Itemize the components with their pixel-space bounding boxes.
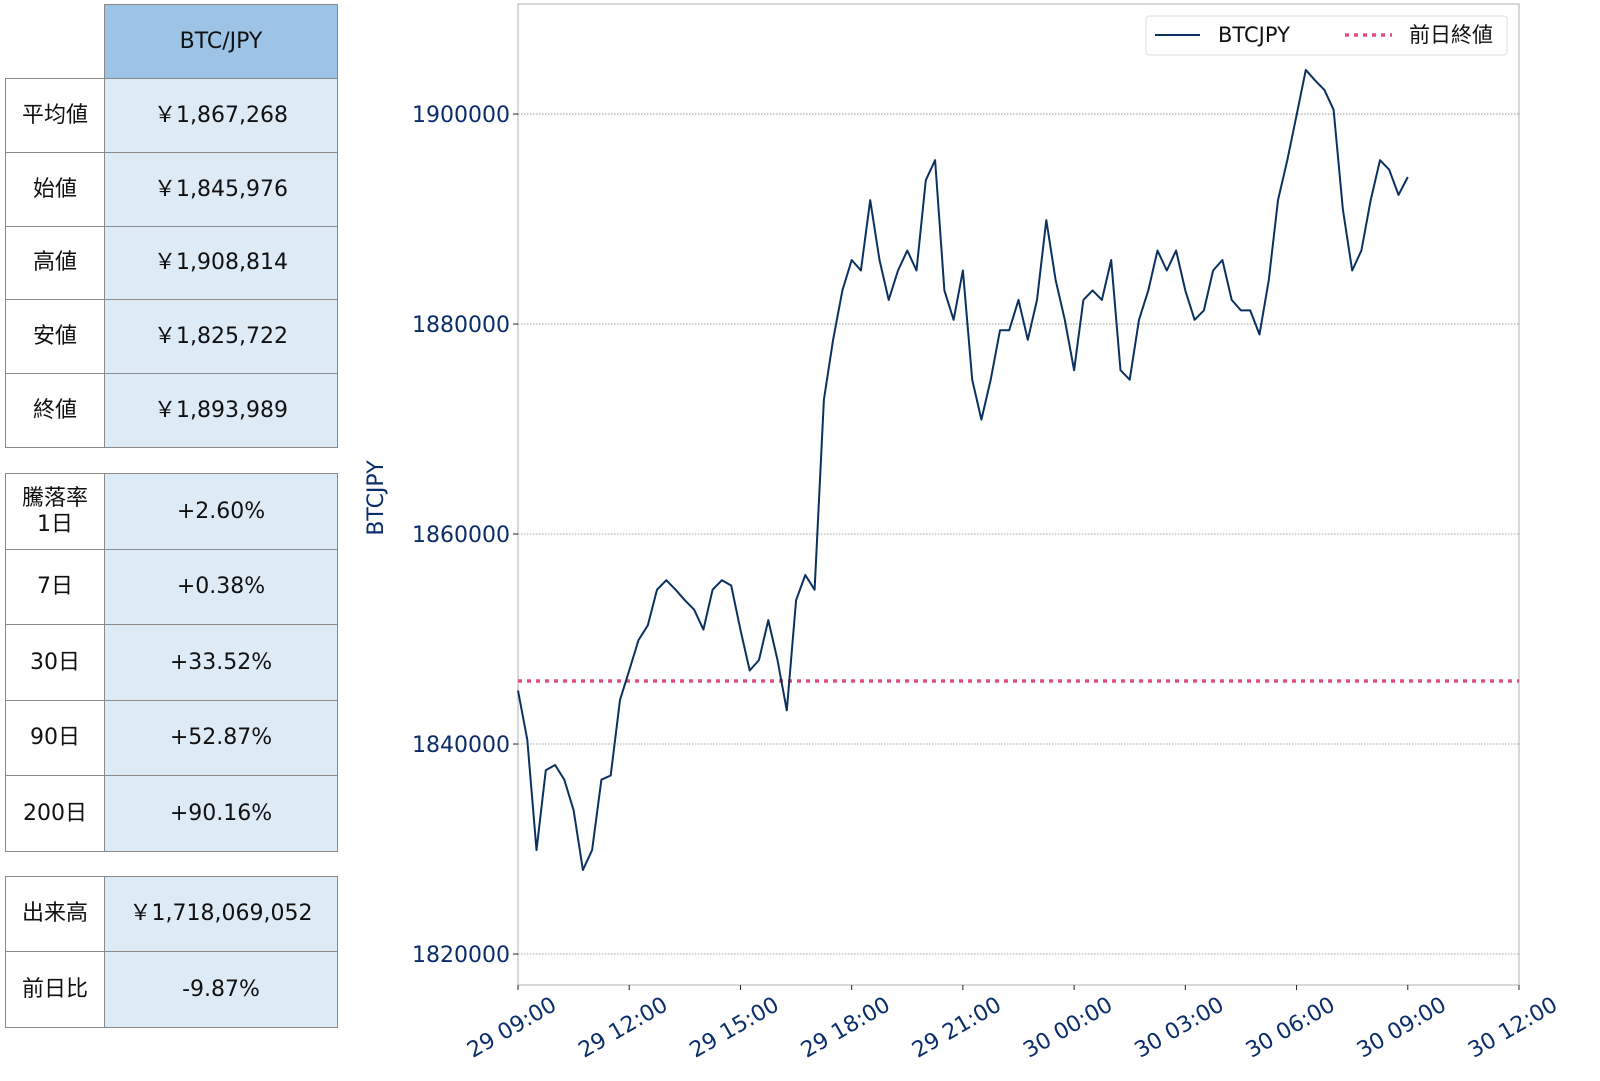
- y-tick-label: 1900000: [412, 103, 510, 128]
- row-label: 前日比: [5, 951, 105, 1028]
- legend-label-previous-close: 前日終値: [1409, 23, 1493, 47]
- btcjpy-line: [517, 68, 1409, 871]
- table-header-btcjpy: BTC/JPY: [104, 4, 338, 79]
- x-tick-label: 30 03:00: [1131, 993, 1229, 1064]
- plot-frame: [517, 3, 1520, 986]
- row-label: 騰落率 1日: [5, 473, 105, 550]
- row-value: +52.87%: [104, 700, 338, 776]
- row-label: 200日: [5, 775, 105, 852]
- y-tick-label: 1880000: [412, 313, 510, 338]
- y-tick-label: 1860000: [412, 523, 510, 548]
- x-tick-label: 30 09:00: [1353, 993, 1451, 1064]
- row-label: 安値: [5, 299, 105, 374]
- x-tick-label: 29 09:00: [463, 993, 561, 1064]
- x-tick-label: 30 06:00: [1242, 993, 1340, 1064]
- row-value: ￥1,867,268: [104, 78, 338, 153]
- row-label: 高値: [5, 226, 105, 300]
- row-label: 終値: [5, 373, 105, 448]
- row-label: 始値: [5, 152, 105, 227]
- row-label: 30日: [5, 624, 105, 701]
- row-label: 7日: [5, 549, 105, 625]
- x-tick-label: 29 21:00: [908, 993, 1006, 1064]
- row-value: ￥1,825,722: [104, 299, 338, 374]
- row-value: ￥1,908,814: [104, 226, 338, 300]
- y-axis-label: BTCJPY: [364, 460, 389, 536]
- y-tick-label: 1820000: [412, 943, 510, 968]
- legend-box: [1145, 15, 1508, 56]
- row-label: 出来高: [5, 876, 105, 952]
- x-tick-label: 30 12:00: [1464, 993, 1562, 1064]
- row-value: -9.87%: [104, 951, 338, 1028]
- x-tick-label: 30 00:00: [1019, 993, 1117, 1064]
- row-value: +33.52%: [104, 624, 338, 701]
- legend-label-btcjpy: BTCJPY: [1218, 23, 1290, 47]
- x-tick-label: 29 18:00: [797, 993, 895, 1064]
- row-value: +90.16%: [104, 775, 338, 852]
- x-tick-label: 29 12:00: [575, 993, 673, 1064]
- x-tick-label: 29 15:00: [686, 993, 784, 1064]
- row-value: ￥1,893,989: [104, 373, 338, 448]
- y-tick-label: 1840000: [412, 733, 510, 758]
- row-value: ￥1,718,069,052: [104, 876, 338, 952]
- row-value: ￥1,845,976: [104, 152, 338, 227]
